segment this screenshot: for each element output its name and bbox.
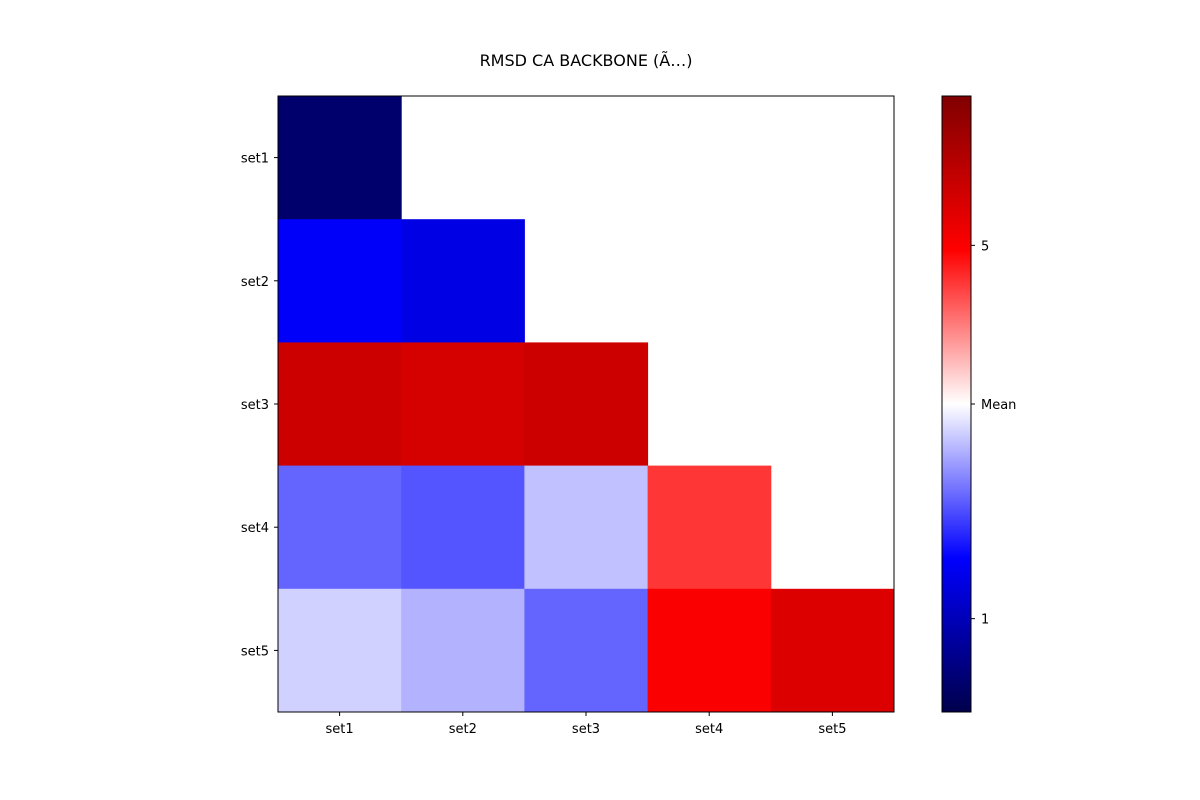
heatmap-cell-set4-set2 (401, 465, 525, 590)
x-tick-label: set4 (695, 722, 723, 737)
chart-title: RMSD CA BACKBONE (Ã…) (480, 51, 693, 70)
colorbar (941, 95, 972, 713)
colorbar-tick-label: 5 (981, 239, 989, 254)
heatmap-cell-set2-set2 (401, 219, 525, 343)
heatmap-cell-set5-set5 (770, 588, 895, 713)
heatmap-cell-set2-set1 (278, 219, 402, 343)
heatmap-cell-set5-set2 (401, 588, 525, 713)
heatmap-cell-set3-set2 (401, 342, 525, 467)
y-axis: set1 set2 set3 set4 set5 (241, 152, 278, 659)
heatmap-cell-set4-set4 (647, 465, 772, 590)
heatmap-cell-set3-set3 (524, 342, 649, 467)
colorbar-tick-label: Mean (981, 398, 1016, 413)
y-tick-label: set4 (241, 521, 269, 536)
x-tick-label: set3 (572, 722, 600, 737)
y-tick-label: set1 (241, 152, 269, 167)
y-tick-label: set3 (241, 398, 269, 413)
heatmap-cell-set4-set1 (278, 465, 402, 590)
x-tick-label: set1 (326, 722, 354, 737)
heatmap-cell-set3-set1 (278, 342, 402, 467)
colorbar-tick-label: 1 (981, 613, 989, 628)
x-tick-label: set5 (818, 722, 846, 737)
heatmap-cell-set5-set1 (278, 588, 402, 713)
heatmap-cell-set1-set1 (278, 96, 402, 220)
x-axis: set1 set2 set3 set4 set5 (326, 712, 846, 737)
heatmap-cell-set5-set3 (524, 588, 649, 713)
x-tick-label: set2 (449, 722, 477, 737)
heatmap-cells (278, 96, 895, 713)
heatmap-cell-set4-set3 (524, 465, 649, 590)
heatmap-cell-set5-set4 (647, 588, 772, 713)
y-tick-label: set2 (241, 275, 269, 290)
colorbar-axis: 1 Mean 5 (971, 239, 1016, 628)
y-tick-label: set5 (241, 644, 269, 659)
